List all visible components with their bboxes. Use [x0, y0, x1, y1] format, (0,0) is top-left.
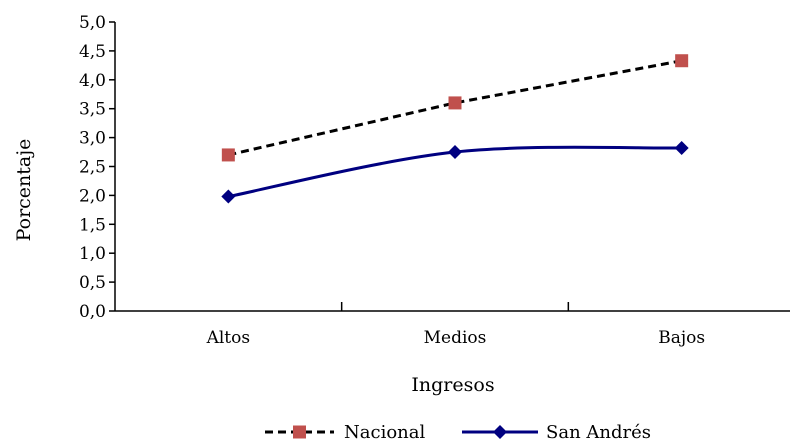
y-tick-label: 1,0: [79, 244, 106, 264]
y-tick-label: 1,5: [79, 215, 106, 235]
x-tick-label: Bajos: [658, 328, 705, 348]
y-tick-label: 0,0: [79, 302, 106, 322]
y-axis-ticks: 0,0 0,5 1,0 1,5 2,0 2,5 3,0 3,5 4,0 4,5 5,0: [79, 13, 115, 322]
y-tick-label: 5,0: [79, 13, 106, 33]
data-point-marker: [675, 54, 689, 68]
y-tick-label: 3,0: [79, 129, 106, 149]
x-tick-label: Medios: [424, 328, 487, 348]
y-tick-label: 2,5: [79, 158, 106, 178]
y-tick-label: 2,0: [79, 186, 106, 206]
y-tick-label: 3,5: [79, 100, 106, 120]
x-tick-label: Altos: [206, 328, 251, 348]
legend-marker: [493, 425, 507, 439]
data-point-marker: [448, 145, 462, 160]
data-point-marker: [674, 141, 689, 156]
series-layer: [221, 54, 689, 204]
legend-label: San Andrés: [546, 422, 651, 443]
data-point-marker: [221, 189, 236, 204]
y-axis-title: Porcentaje: [13, 139, 35, 242]
x-axis-ticks: Altos Medios Bajos: [206, 302, 705, 348]
legend: Nacional San Andrés: [265, 422, 651, 443]
x-axis-title: Ingresos: [411, 374, 494, 396]
legend-label: Nacional: [344, 422, 425, 443]
data-point-marker: [221, 148, 235, 162]
y-tick-label: 0,5: [79, 273, 106, 293]
data-point-marker: [448, 96, 462, 110]
y-tick-label: 4,0: [79, 71, 106, 91]
legend-marker: [293, 425, 306, 439]
y-tick-label: 4,5: [79, 42, 106, 62]
